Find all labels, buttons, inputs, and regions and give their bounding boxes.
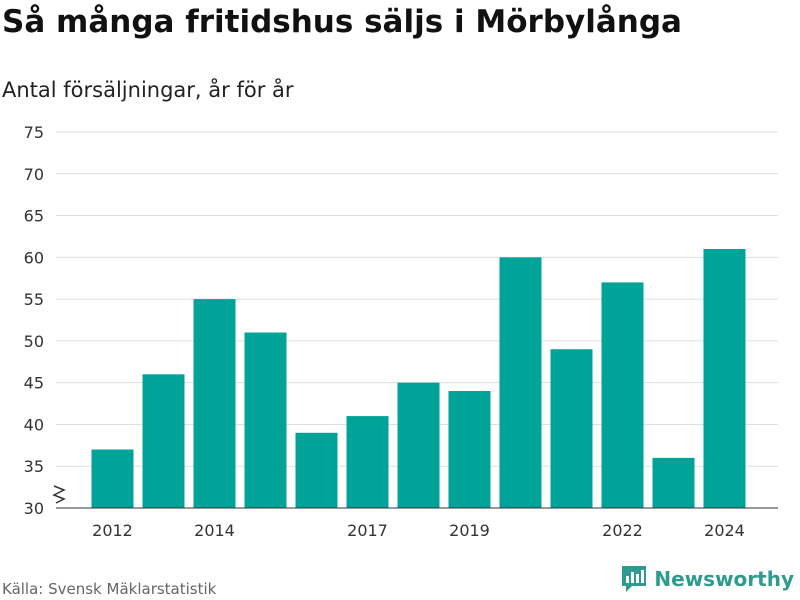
y-tick-label: 55 bbox=[24, 290, 44, 309]
x-tick-label: 2014 bbox=[194, 521, 235, 540]
axis-break-icon bbox=[52, 485, 66, 504]
y-tick-label: 50 bbox=[24, 332, 44, 351]
bar-2024 bbox=[703, 248, 746, 508]
bar-2012 bbox=[91, 449, 134, 508]
y-tick-label: 65 bbox=[24, 207, 44, 226]
bar-2015 bbox=[244, 332, 287, 508]
y-tick-label: 70 bbox=[24, 165, 44, 184]
x-tick-label: 2024 bbox=[704, 521, 745, 540]
y-tick-label: 45 bbox=[24, 374, 44, 393]
y-tick-label: 75 bbox=[24, 123, 44, 142]
x-tick-label: 2012 bbox=[92, 521, 133, 540]
bar-2023 bbox=[652, 457, 695, 508]
bar-2019 bbox=[448, 391, 491, 508]
x-tick-label: 2017 bbox=[347, 521, 388, 540]
bar-2017 bbox=[346, 416, 389, 508]
bar-2021 bbox=[550, 349, 593, 508]
bar-2016 bbox=[295, 432, 338, 508]
bar-2022 bbox=[601, 282, 644, 508]
y-tick-label: 60 bbox=[24, 248, 44, 267]
y-tick-label: 30 bbox=[24, 499, 44, 518]
source-note: Källa: Svensk Mäklarstatistik bbox=[2, 580, 217, 598]
bars bbox=[91, 248, 746, 508]
brand: Newsworthy bbox=[620, 564, 794, 594]
newsworthy-logo-icon bbox=[622, 566, 647, 592]
bar-2018 bbox=[397, 382, 440, 508]
x-tick-label: 2019 bbox=[449, 521, 490, 540]
chart-subtitle: Antal försäljningar, år för år bbox=[2, 78, 294, 102]
x-tick-label: 2022 bbox=[602, 521, 643, 540]
y-tick-label: 40 bbox=[24, 415, 44, 434]
brand-name: Newsworthy bbox=[654, 567, 794, 591]
bar-2013 bbox=[142, 374, 185, 508]
chart-title: Så många fritidshus säljs i Mörbylånga bbox=[2, 4, 682, 40]
y-axis-ticks: 30 35 40 45 50 55 60 65 70 75 bbox=[24, 123, 44, 518]
bar-2014 bbox=[193, 299, 236, 508]
x-axis-ticks: 2012 2014 2017 2019 2022 2024 bbox=[92, 521, 745, 540]
y-tick-label: 35 bbox=[24, 457, 44, 476]
bar-2020 bbox=[499, 257, 542, 508]
bar-chart: 30 35 40 45 50 55 60 65 70 75 2012 2014 2017 2019 202… bbox=[24, 123, 778, 540]
